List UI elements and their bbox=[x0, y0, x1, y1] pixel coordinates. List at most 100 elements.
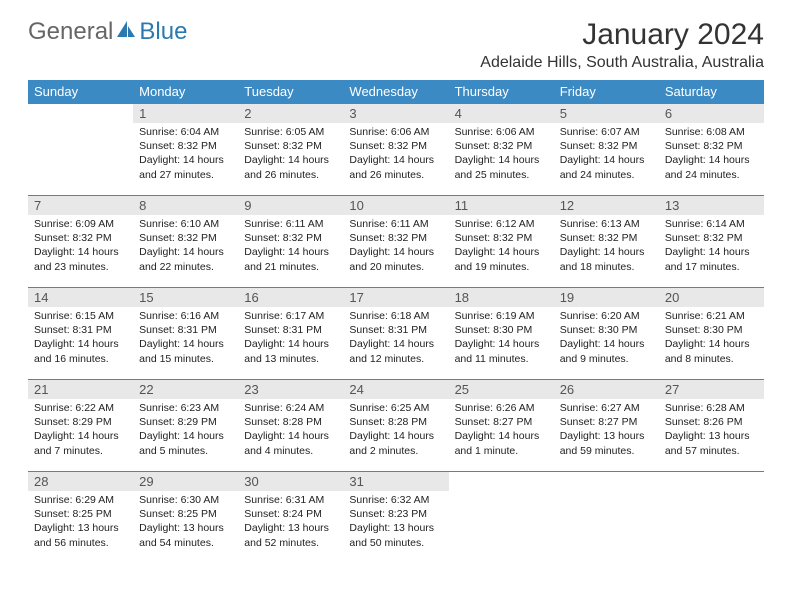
sunset-text: Sunset: 8:32 PM bbox=[665, 231, 758, 245]
calendar-day-cell: 22Sunrise: 6:23 AMSunset: 8:29 PMDayligh… bbox=[133, 380, 238, 472]
daylight-text: Daylight: 14 hours and 25 minutes. bbox=[455, 153, 548, 181]
day-number: 2 bbox=[238, 104, 343, 123]
calendar-week-row: 1Sunrise: 6:04 AMSunset: 8:32 PMDaylight… bbox=[28, 104, 764, 196]
calendar-day-cell: 5Sunrise: 6:07 AMSunset: 8:32 PMDaylight… bbox=[554, 104, 659, 196]
sunset-text: Sunset: 8:32 PM bbox=[139, 139, 232, 153]
location-label: Adelaide Hills, South Australia, Austral… bbox=[480, 54, 764, 72]
sunset-text: Sunset: 8:23 PM bbox=[349, 507, 442, 521]
calendar-day-cell: 17Sunrise: 6:18 AMSunset: 8:31 PMDayligh… bbox=[343, 288, 448, 380]
sunset-text: Sunset: 8:25 PM bbox=[34, 507, 127, 521]
calendar-day-cell bbox=[449, 472, 554, 564]
sunset-text: Sunset: 8:29 PM bbox=[139, 415, 232, 429]
day-number bbox=[554, 472, 659, 491]
day-content: Sunrise: 6:11 AMSunset: 8:32 PMDaylight:… bbox=[343, 215, 448, 278]
day-number: 1 bbox=[133, 104, 238, 123]
page-header: General Blue January 2024 Adelaide Hills… bbox=[28, 18, 764, 72]
sunrise-text: Sunrise: 6:09 AM bbox=[34, 217, 127, 231]
calendar-day-cell: 11Sunrise: 6:12 AMSunset: 8:32 PMDayligh… bbox=[449, 196, 554, 288]
sunset-text: Sunset: 8:29 PM bbox=[34, 415, 127, 429]
day-number: 5 bbox=[554, 104, 659, 123]
sunrise-text: Sunrise: 6:11 AM bbox=[349, 217, 442, 231]
sunset-text: Sunset: 8:32 PM bbox=[560, 231, 653, 245]
daylight-text: Daylight: 14 hours and 2 minutes. bbox=[349, 429, 442, 457]
sunrise-text: Sunrise: 6:30 AM bbox=[139, 493, 232, 507]
day-content: Sunrise: 6:25 AMSunset: 8:28 PMDaylight:… bbox=[343, 399, 448, 462]
day-content: Sunrise: 6:24 AMSunset: 8:28 PMDaylight:… bbox=[238, 399, 343, 462]
daylight-text: Daylight: 14 hours and 11 minutes. bbox=[455, 337, 548, 365]
sunrise-text: Sunrise: 6:31 AM bbox=[244, 493, 337, 507]
sunrise-text: Sunrise: 6:06 AM bbox=[455, 125, 548, 139]
daylight-text: Daylight: 14 hours and 13 minutes. bbox=[244, 337, 337, 365]
logo-text-1: General bbox=[28, 18, 113, 46]
day-content: Sunrise: 6:05 AMSunset: 8:32 PMDaylight:… bbox=[238, 123, 343, 186]
day-content: Sunrise: 6:19 AMSunset: 8:30 PMDaylight:… bbox=[449, 307, 554, 370]
sunrise-text: Sunrise: 6:12 AM bbox=[455, 217, 548, 231]
daylight-text: Daylight: 14 hours and 23 minutes. bbox=[34, 245, 127, 273]
calendar-day-cell: 6Sunrise: 6:08 AMSunset: 8:32 PMDaylight… bbox=[659, 104, 764, 196]
calendar-day-cell: 27Sunrise: 6:28 AMSunset: 8:26 PMDayligh… bbox=[659, 380, 764, 472]
daylight-text: Daylight: 14 hours and 22 minutes. bbox=[139, 245, 232, 273]
day-number: 16 bbox=[238, 288, 343, 307]
calendar-day-cell: 14Sunrise: 6:15 AMSunset: 8:31 PMDayligh… bbox=[28, 288, 133, 380]
day-number: 28 bbox=[28, 472, 133, 491]
day-number: 9 bbox=[238, 196, 343, 215]
day-content: Sunrise: 6:17 AMSunset: 8:31 PMDaylight:… bbox=[238, 307, 343, 370]
day-content: Sunrise: 6:29 AMSunset: 8:25 PMDaylight:… bbox=[28, 491, 133, 554]
day-number: 3 bbox=[343, 104, 448, 123]
sunset-text: Sunset: 8:30 PM bbox=[560, 323, 653, 337]
daylight-text: Daylight: 14 hours and 24 minutes. bbox=[560, 153, 653, 181]
day-number: 20 bbox=[659, 288, 764, 307]
day-content: Sunrise: 6:30 AMSunset: 8:25 PMDaylight:… bbox=[133, 491, 238, 554]
calendar-day-cell: 20Sunrise: 6:21 AMSunset: 8:30 PMDayligh… bbox=[659, 288, 764, 380]
sunrise-text: Sunrise: 6:11 AM bbox=[244, 217, 337, 231]
sunrise-text: Sunrise: 6:06 AM bbox=[349, 125, 442, 139]
weekday-header: Sunday bbox=[28, 80, 133, 104]
calendar-day-cell: 13Sunrise: 6:14 AMSunset: 8:32 PMDayligh… bbox=[659, 196, 764, 288]
sunrise-text: Sunrise: 6:15 AM bbox=[34, 309, 127, 323]
sunset-text: Sunset: 8:32 PM bbox=[455, 139, 548, 153]
calendar-day-cell: 29Sunrise: 6:30 AMSunset: 8:25 PMDayligh… bbox=[133, 472, 238, 564]
calendar-day-cell bbox=[659, 472, 764, 564]
calendar-week-row: 7Sunrise: 6:09 AMSunset: 8:32 PMDaylight… bbox=[28, 196, 764, 288]
calendar-day-cell: 28Sunrise: 6:29 AMSunset: 8:25 PMDayligh… bbox=[28, 472, 133, 564]
day-number: 15 bbox=[133, 288, 238, 307]
weekday-header: Saturday bbox=[659, 80, 764, 104]
sunset-text: Sunset: 8:31 PM bbox=[244, 323, 337, 337]
sunset-text: Sunset: 8:32 PM bbox=[349, 231, 442, 245]
sunset-text: Sunset: 8:32 PM bbox=[455, 231, 548, 245]
daylight-text: Daylight: 14 hours and 21 minutes. bbox=[244, 245, 337, 273]
daylight-text: Daylight: 14 hours and 26 minutes. bbox=[349, 153, 442, 181]
daylight-text: Daylight: 14 hours and 12 minutes. bbox=[349, 337, 442, 365]
day-number bbox=[449, 472, 554, 491]
calendar-week-row: 14Sunrise: 6:15 AMSunset: 8:31 PMDayligh… bbox=[28, 288, 764, 380]
day-content: Sunrise: 6:14 AMSunset: 8:32 PMDaylight:… bbox=[659, 215, 764, 278]
day-content: Sunrise: 6:06 AMSunset: 8:32 PMDaylight:… bbox=[343, 123, 448, 186]
day-number: 24 bbox=[343, 380, 448, 399]
day-number: 10 bbox=[343, 196, 448, 215]
sunrise-text: Sunrise: 6:22 AM bbox=[34, 401, 127, 415]
sunrise-text: Sunrise: 6:14 AM bbox=[665, 217, 758, 231]
daylight-text: Daylight: 14 hours and 8 minutes. bbox=[665, 337, 758, 365]
daylight-text: Daylight: 14 hours and 24 minutes. bbox=[665, 153, 758, 181]
day-content: Sunrise: 6:22 AMSunset: 8:29 PMDaylight:… bbox=[28, 399, 133, 462]
day-content: Sunrise: 6:18 AMSunset: 8:31 PMDaylight:… bbox=[343, 307, 448, 370]
day-content: Sunrise: 6:27 AMSunset: 8:27 PMDaylight:… bbox=[554, 399, 659, 462]
weekday-header-row: Sunday Monday Tuesday Wednesday Thursday… bbox=[28, 80, 764, 104]
daylight-text: Daylight: 14 hours and 19 minutes. bbox=[455, 245, 548, 273]
sunrise-text: Sunrise: 6:26 AM bbox=[455, 401, 548, 415]
sunset-text: Sunset: 8:32 PM bbox=[244, 139, 337, 153]
daylight-text: Daylight: 14 hours and 4 minutes. bbox=[244, 429, 337, 457]
day-content: Sunrise: 6:06 AMSunset: 8:32 PMDaylight:… bbox=[449, 123, 554, 186]
calendar-day-cell: 8Sunrise: 6:10 AMSunset: 8:32 PMDaylight… bbox=[133, 196, 238, 288]
sunset-text: Sunset: 8:31 PM bbox=[139, 323, 232, 337]
calendar-day-cell: 15Sunrise: 6:16 AMSunset: 8:31 PMDayligh… bbox=[133, 288, 238, 380]
calendar-day-cell: 7Sunrise: 6:09 AMSunset: 8:32 PMDaylight… bbox=[28, 196, 133, 288]
day-number: 27 bbox=[659, 380, 764, 399]
weekday-header: Friday bbox=[554, 80, 659, 104]
calendar-day-cell: 10Sunrise: 6:11 AMSunset: 8:32 PMDayligh… bbox=[343, 196, 448, 288]
calendar-day-cell: 31Sunrise: 6:32 AMSunset: 8:23 PMDayligh… bbox=[343, 472, 448, 564]
calendar-day-cell: 25Sunrise: 6:26 AMSunset: 8:27 PMDayligh… bbox=[449, 380, 554, 472]
day-number: 18 bbox=[449, 288, 554, 307]
day-number: 29 bbox=[133, 472, 238, 491]
daylight-text: Daylight: 14 hours and 27 minutes. bbox=[139, 153, 232, 181]
